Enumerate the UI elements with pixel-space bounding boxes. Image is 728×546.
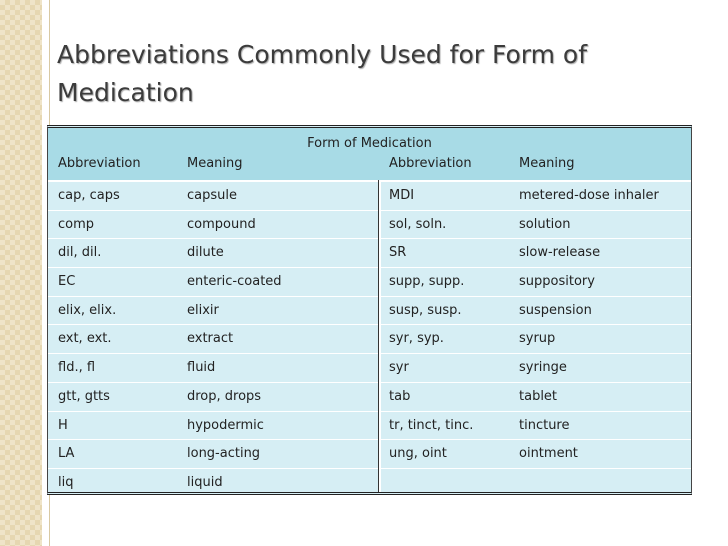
table-cell: elix, elix. [58,302,117,318]
table-cell: liquid [187,474,223,490]
table-cell: syringe [519,360,567,376]
table-cell: ointment [519,446,578,462]
table-cell: long-acting [187,446,261,462]
table-row: fld., fl fluid syr syringe [48,354,691,383]
table-cell: syr, syp. [389,331,444,347]
table-caption: Form of Medication [307,136,432,151]
table-cell: tincture [519,417,570,433]
table-cell: EC [58,274,76,290]
table-row: dil, dil. dilute SR slow-release [48,239,691,269]
slide-title: Abbreviations Commonly Used for Form of … [57,40,588,107]
table-cell: elixir [187,302,219,318]
table-cell: suspension [519,302,592,318]
table-cell: tab [389,388,411,404]
table-cell: capsule [187,188,237,203]
table-cell: ext, ext. [58,331,112,347]
column-header: Abbreviation [389,156,472,171]
table-body: cap, caps capsule MDI metered-dose inhaler c… [48,182,691,498]
table-row: comp compound sol, soln. solution [48,211,691,240]
decor-strip [0,0,42,546]
table-cell: dilute [187,245,224,261]
table-cell: hypodermic [187,417,264,433]
column-header: Meaning [187,156,243,171]
table-cell: gtt, gtts [58,388,110,404]
table-cell: solution [519,216,571,232]
table-cell: extract [187,331,234,347]
table-cell: fluid [187,360,216,376]
table-cell: enteric-coated [187,274,282,290]
column-divider [378,180,381,492]
table-cell: liq [58,474,74,490]
table-cell: MDI [389,188,415,203]
table-row: ext, ext. extract syr, syp. syrup [48,325,691,355]
table-cell: slow-release [519,245,601,261]
table-cell: ung, oint [389,446,447,462]
table-cell: tr, tinct, tinc. [389,417,474,433]
table-row: cap, caps capsule MDI metered-dose inhaler [48,182,691,211]
table: Form of Medication Abbreviation Meaning Ab… [47,125,692,495]
table-cell: sol, soln. [389,216,447,232]
table-cell: comp [58,216,95,232]
table-row: gtt, gtts drop, drops tab tablet [48,383,691,412]
table-row: liq liquid [48,469,691,498]
table-row: EC enteric-coated supp, supp. suppository [48,268,691,297]
table-cell: susp, susp. [389,302,462,318]
table-cell: syr [389,360,409,376]
column-header: Meaning [519,156,575,171]
table-cell: syrup [519,331,556,347]
table-cell: metered-dose inhaler [519,188,659,203]
table-row: LA long-acting ung, oint ointment [48,440,691,469]
table-cell: LA [58,446,75,462]
table-row: elix, elix. elixir susp, susp. suspension [48,297,691,326]
table-cell: drop, drops [187,388,262,404]
column-header: Abbreviation [58,156,141,171]
table-cell: tablet [519,388,558,404]
table-cell: fld., fl [58,360,96,376]
table-cell: H [58,417,68,433]
table-cell: suppository [519,274,595,290]
table-header: Form of Medication Abbreviation Meaning Ab… [48,128,691,182]
table-cell: cap, caps [58,188,120,203]
table-cell: supp, supp. [389,274,465,290]
table-cell: compound [187,216,256,232]
table-cell: SR [389,245,407,261]
table-cell: dil, dil. [58,245,102,261]
